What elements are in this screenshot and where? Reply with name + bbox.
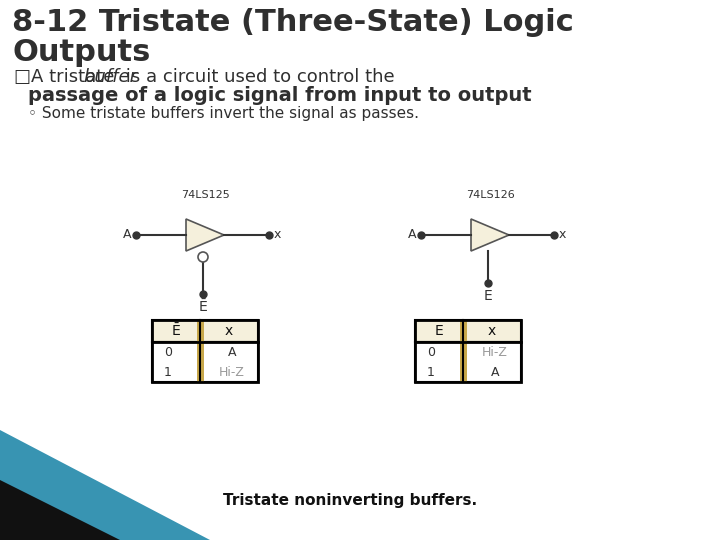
Text: Hi-Z: Hi-Z: [219, 366, 245, 379]
Text: Tristate noninverting buffers.: Tristate noninverting buffers.: [223, 492, 477, 508]
Text: A: A: [228, 346, 236, 359]
Bar: [152, 320, 258, 342]
Bar: [152, 342, 258, 382]
Bar: [415, 320, 521, 382]
Text: □A tristate: □A tristate: [14, 68, 120, 86]
Text: 0: 0: [427, 346, 435, 359]
Text: 1: 1: [164, 366, 172, 379]
Circle shape: [198, 252, 208, 262]
Text: E: E: [435, 324, 444, 338]
Bar: [415, 320, 521, 342]
Text: A: A: [122, 228, 131, 241]
Text: x: x: [559, 228, 567, 241]
Polygon shape: [471, 219, 509, 251]
Text: passage of a logic signal from input to output: passage of a logic signal from input to …: [28, 86, 531, 105]
Bar: [460, 320, 467, 382]
Text: buffer: buffer: [84, 68, 138, 86]
Text: ◦ Some tristate buffers invert the signal as passes.: ◦ Some tristate buffers invert the signa…: [28, 106, 419, 121]
Bar: [415, 342, 521, 382]
Text: 1: 1: [427, 366, 435, 379]
Text: 74LS125: 74LS125: [181, 190, 230, 200]
Text: 74LS126: 74LS126: [466, 190, 514, 200]
Text: Hi-Z: Hi-Z: [482, 346, 508, 359]
Text: x: x: [488, 324, 496, 338]
Text: 8-12 Tristate (Three-State) Logic: 8-12 Tristate (Three-State) Logic: [12, 8, 574, 37]
Text: is a circuit used to control the: is a circuit used to control the: [120, 68, 395, 86]
Text: 0: 0: [164, 346, 172, 359]
Bar: [197, 320, 204, 382]
Polygon shape: [0, 430, 210, 540]
Text: Outputs: Outputs: [12, 38, 150, 67]
Text: A: A: [408, 228, 416, 241]
Text: x: x: [225, 324, 233, 338]
Bar: [152, 320, 258, 382]
Text: Ē: Ē: [199, 300, 207, 314]
Text: A: A: [491, 366, 499, 379]
Text: E: E: [484, 289, 492, 303]
Text: Ē: Ē: [171, 324, 181, 338]
Polygon shape: [186, 219, 224, 251]
Polygon shape: [0, 480, 120, 540]
Text: x: x: [274, 228, 282, 241]
